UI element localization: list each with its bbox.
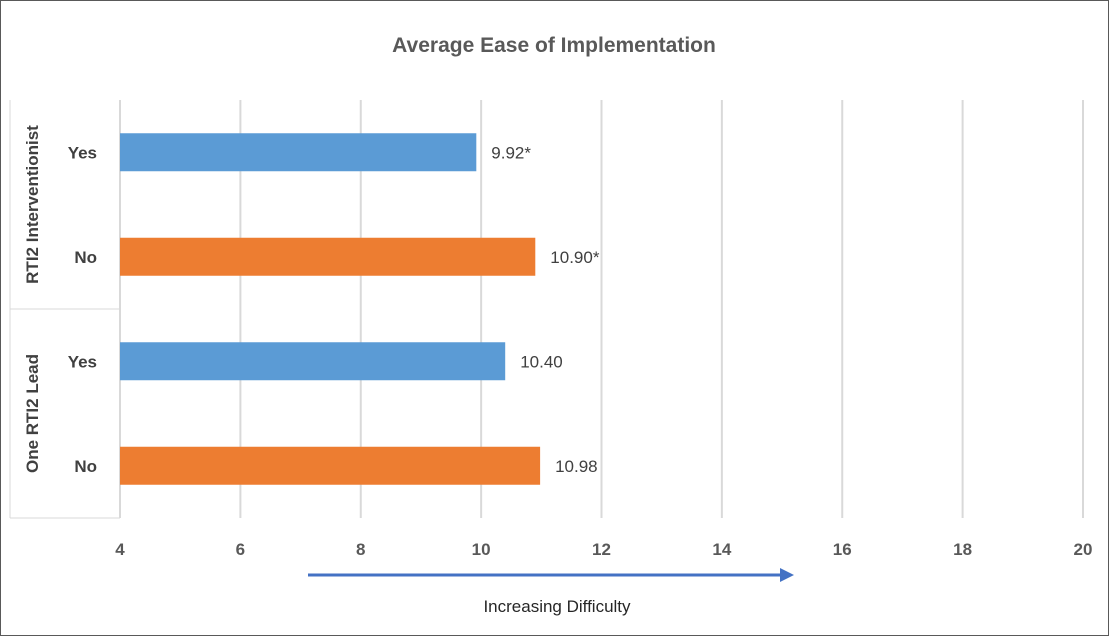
category-label-yes: Yes [68,352,97,371]
data-label: 10.40 [520,352,563,371]
x-tick-label-14: 14 [712,540,731,559]
category-axis: RTI2 Interventionist Yes No One RTI2 Lead Ye… [9,100,121,519]
category-label-no: No [74,457,97,476]
data-label: 9.92* [491,143,531,162]
bar-yes [120,342,506,381]
category-label-yes: Yes [68,143,97,162]
x-tick-label-20: 20 [1074,540,1093,559]
bar-no [120,237,536,276]
annotation-label: Increasing Difficulty [483,597,631,616]
x-tick-label-12: 12 [592,540,611,559]
bar-yes [120,133,477,172]
chart-title: Average Ease of Implementation [392,34,716,57]
annotation: Increasing Difficulty [308,568,794,616]
bar-no [120,446,541,485]
group-label: RTI2 Interventionist [23,125,42,284]
category-label-no: No [74,248,97,267]
x-tick-label-16: 16 [833,540,852,559]
x-tick-label-6: 6 [236,540,245,559]
group-label: One RTI2 Lead [23,354,42,473]
difficulty-arrow-head [780,568,794,582]
x-tick-label-10: 10 [472,540,491,559]
x-tick-label-4: 4 [115,540,125,559]
bars: 9.92* 10.90* 10.40 10.98 [120,133,600,485]
data-label: 10.90* [550,248,600,267]
x-tick-label-18: 18 [953,540,972,559]
x-tick-label-8: 8 [356,540,365,559]
data-label: 10.98 [555,457,598,476]
x-axis-ticks: 4 6 8 10 12 14 16 18 20 [115,540,1092,559]
